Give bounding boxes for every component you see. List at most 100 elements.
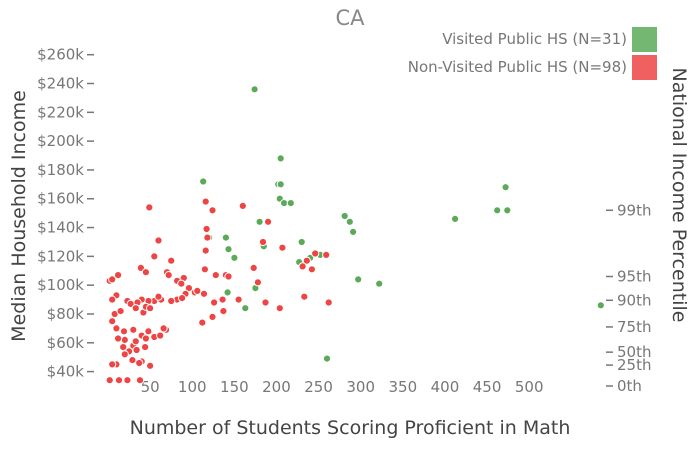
y-axis-title: Median Household Income (8, 90, 30, 342)
y-tick-label: $140k (37, 219, 84, 237)
x-tick-label: 200 (262, 378, 291, 396)
data-point (198, 318, 207, 327)
x-tick-label: 500 (515, 378, 544, 396)
data-point (276, 154, 285, 163)
data-point (264, 217, 273, 226)
y2-tick-label: 75th (617, 318, 651, 336)
data-point (177, 279, 186, 288)
data-point (249, 263, 258, 272)
data-point (146, 361, 155, 370)
data-point (120, 350, 129, 359)
data-point (105, 376, 114, 385)
y-tick-label: $260k (37, 46, 84, 64)
data-point (123, 376, 132, 385)
y2-tick-label: 25th (617, 356, 651, 374)
data-point (167, 256, 176, 265)
data-point (114, 271, 123, 280)
data-point (375, 279, 384, 288)
x-axis-title: Number of Students Scoring Proficient in… (130, 417, 571, 439)
data-point (307, 265, 316, 274)
data-point (193, 286, 202, 295)
data-point (208, 312, 217, 321)
data-point (451, 214, 460, 223)
data-point (141, 343, 150, 352)
data-point (135, 376, 145, 385)
data-point (241, 304, 250, 313)
data-point (146, 304, 155, 313)
x-tick-label: 300 (346, 378, 375, 396)
data-point (354, 275, 363, 284)
data-point (211, 271, 220, 280)
data-point (286, 199, 295, 208)
x-tick-label: 50 (141, 378, 160, 396)
y2-tick-label: 95th (617, 268, 651, 286)
x-tick-label: 400 (431, 378, 460, 396)
data-point (322, 250, 331, 259)
data-point (167, 296, 176, 306)
data-point (154, 236, 163, 245)
data-point (108, 360, 117, 369)
data-point (200, 265, 209, 274)
data-point (164, 271, 173, 280)
data-point (298, 262, 307, 271)
data-point (114, 334, 123, 343)
x-tick-label: 150 (220, 378, 249, 396)
data-point (141, 268, 150, 277)
data-point (128, 356, 137, 365)
y-axis: $40k $60k $80k $100k $120k $140k $160k $180k $20… (37, 46, 94, 381)
data-point (202, 224, 211, 234)
data-point (280, 199, 289, 208)
data-point (154, 292, 163, 301)
data-point (199, 289, 209, 298)
x-tick-label: 250 (304, 378, 333, 396)
data-point (275, 304, 284, 313)
data-point (224, 245, 233, 254)
data-point (141, 334, 150, 343)
data-point (300, 292, 309, 301)
data-point (224, 272, 233, 281)
chart-title: CA (335, 6, 365, 30)
data-point (145, 203, 154, 212)
y-tick-label: $120k (37, 247, 84, 265)
data-point (114, 376, 124, 385)
y-tick-label: $180k (37, 161, 84, 179)
y-tick-label: $240k (37, 75, 84, 93)
scatter-points (105, 85, 605, 385)
y-tick-label: $220k (37, 103, 84, 121)
data-point (129, 325, 138, 334)
data-point (255, 217, 264, 226)
data-point (116, 307, 125, 316)
y2-tick-label: 0th (617, 377, 642, 395)
data-point (250, 85, 259, 94)
data-point (278, 243, 287, 252)
data-point (199, 177, 208, 186)
series-1 (105, 197, 333, 385)
legend-label: Non-Visited Public HS (N=98) (408, 58, 627, 76)
legend: Visited Public HS (N=31) Non-Visited Publ… (408, 27, 657, 80)
data-point (108, 295, 117, 304)
data-point (144, 327, 153, 336)
data-point (349, 227, 358, 236)
data-point (234, 295, 243, 304)
x-tick-label: 100 (178, 378, 207, 396)
data-point (493, 206, 502, 215)
data-point (203, 233, 212, 242)
data-point (345, 217, 354, 226)
data-point (201, 246, 210, 255)
y-tick-label: $160k (37, 190, 84, 208)
data-point (208, 206, 217, 215)
data-point (302, 256, 311, 265)
data-point (218, 295, 227, 304)
data-point (135, 358, 144, 368)
data-point (297, 237, 306, 247)
y2-tick-label: 50th (617, 343, 651, 361)
data-point (131, 304, 140, 313)
y2-tick-label: 90th (617, 291, 651, 309)
data-point (253, 278, 262, 287)
x-tick-label: 450 (473, 378, 502, 396)
legend-swatch (632, 55, 657, 80)
data-point (503, 206, 512, 215)
data-point (120, 335, 129, 344)
y2-axis-title: National Income Percentile (668, 68, 690, 323)
